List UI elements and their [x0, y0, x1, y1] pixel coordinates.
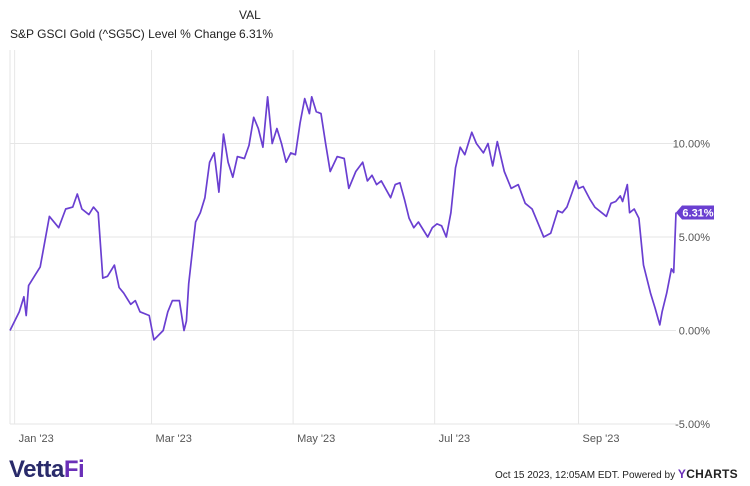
x-tick-label: Mar '23 [156, 433, 192, 445]
legend-column-header: VAL [239, 8, 261, 22]
end-value-label-bg [676, 205, 714, 220]
footer-timestamp: Oct 15 2023, 12:05AM EDT. Powered by [494, 470, 676, 481]
ycharts-logo-rest: CHARTS [686, 467, 738, 481]
end-value-label-group: 6.31% [676, 205, 714, 220]
legend-series-name[interactable]: S&P GSCI Gold (^SG5C) Level % Change [10, 27, 237, 41]
y-tick-label: -5.00% [675, 419, 710, 431]
vettafi-logo: VettaFi [9, 456, 85, 484]
y-tick-label: 5.00% [679, 232, 710, 244]
x-axis-ticks: Jan '23 Mar '23 May '23 Jul '23 Sep '23 [19, 433, 620, 445]
legend-series-value: 6.31% [239, 27, 274, 41]
brand-main: Vetta [9, 456, 64, 483]
series-group [9, 95, 677, 341]
ycharts-logo[interactable]: YCHARTS [678, 467, 738, 481]
y-tick-label: 10.00% [673, 139, 711, 151]
y-axis-ticks: -5.00% 0.00% 5.00% 10.00% [673, 139, 711, 432]
x-tick-label: Jul '23 [439, 433, 470, 445]
brand-accent: Fi [63, 456, 85, 483]
grid-lines [9, 50, 676, 425]
x-tick-label: Sep '23 [583, 433, 620, 445]
y-tick-label: 0.00% [679, 326, 710, 338]
ycharts-logo-y: Y [677, 467, 687, 481]
footer-credit: Oct 15 2023, 12:05AM EDT. Powered by YCH… [495, 467, 738, 481]
x-tick-label: Jan '23 [19, 433, 54, 445]
x-tick-label: May '23 [297, 433, 335, 445]
series-line [9, 95, 677, 341]
end-value-label: 6.31% [682, 208, 713, 220]
